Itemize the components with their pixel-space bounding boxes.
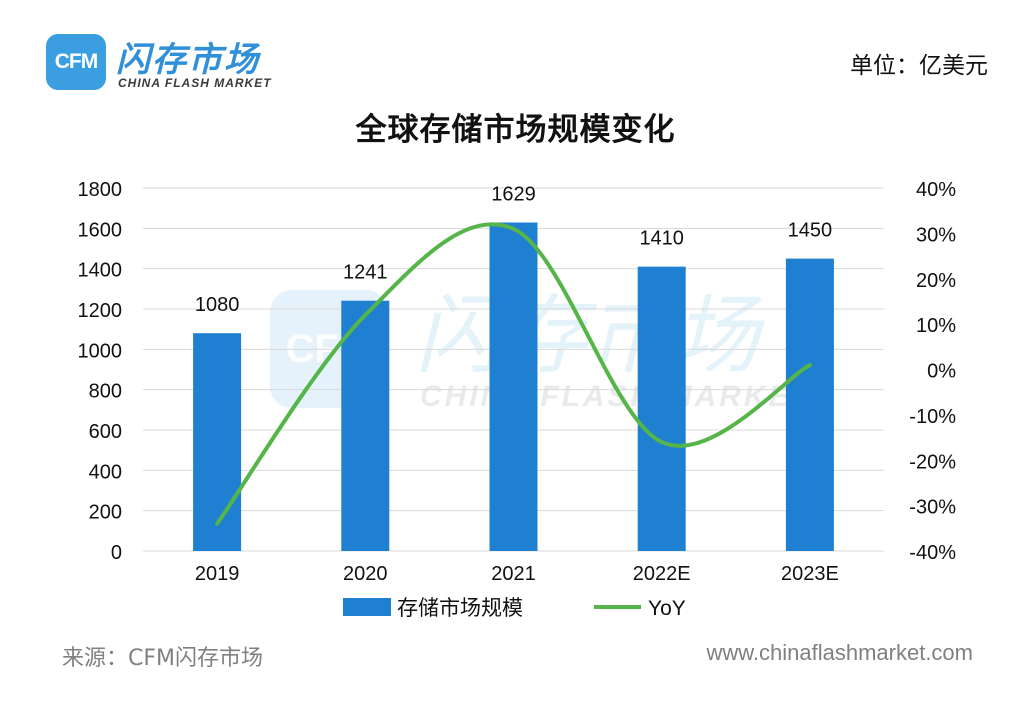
bar-data-label: 1450 <box>788 220 833 242</box>
y-right-tick-label: 30% <box>916 224 956 246</box>
bar <box>637 266 686 551</box>
unit-label: 单位：亿美元 <box>850 53 988 79</box>
y-left-tick-label: 600 <box>89 421 122 443</box>
bar <box>341 300 390 551</box>
legend-label-bar: 存储市场规模 <box>397 596 523 620</box>
bar <box>489 222 538 552</box>
yoy-point <box>215 522 219 526</box>
bar-data-label: 1410 <box>639 228 684 250</box>
y-right-tick-label: -10% <box>909 406 956 428</box>
website-label: www.chinaflashmarket.com <box>706 640 973 665</box>
y-right-tick-label: 20% <box>916 270 956 292</box>
bar-data-label: 1241 <box>343 262 388 284</box>
logo-name-en: CHINA FLASH MARKET <box>118 76 272 90</box>
y-left-tick-label: 0 <box>111 542 122 564</box>
y-left-tick-label: 1000 <box>78 340 123 362</box>
x-tick-label: 2021 <box>491 563 536 585</box>
y-right-tick-label: 10% <box>916 315 956 337</box>
legend-label-line: YoY <box>648 597 686 620</box>
y-left-tick-label: 800 <box>89 381 122 403</box>
yoy-point <box>363 313 367 317</box>
x-tick-label: 2022E <box>633 563 691 585</box>
yoy-point <box>512 227 515 231</box>
yoy-point <box>660 440 664 444</box>
y-right-tick-label: -40% <box>909 542 956 564</box>
x-tick-label: 2019 <box>195 563 240 585</box>
y-right-tick-label: 40% <box>916 179 956 201</box>
bar-data-label: 1080 <box>195 294 240 316</box>
source-label: 来源：CFM闪存市场 <box>62 646 263 671</box>
y-left-tick-label: 200 <box>89 502 122 524</box>
legend-swatch-bar <box>343 598 391 616</box>
x-tick-label: 2023E <box>781 563 839 585</box>
y-left-tick-label: 1800 <box>78 179 123 201</box>
y-left-tick-label: 400 <box>89 461 122 483</box>
chart-title: 全球存储市场规模变化 <box>355 112 676 148</box>
bar-data-label: 1629 <box>491 183 536 205</box>
y-left-tick-label: 1400 <box>78 260 123 282</box>
yoy-point <box>808 363 812 367</box>
y-left-tick-label: 1200 <box>78 300 123 322</box>
brand-logo: CFM 闪存市场 CHINA FLASH MARKET <box>46 30 286 92</box>
x-tick-label: 2020 <box>343 563 388 585</box>
bar <box>193 333 242 551</box>
logo-name-cn: 闪存市场 <box>116 40 260 80</box>
y-right-tick-label: -20% <box>909 451 956 473</box>
y-right-tick-label: -30% <box>909 497 956 519</box>
bar <box>785 258 834 551</box>
y-left-tick-label: 1600 <box>78 219 123 241</box>
y-right-tick-label: 0% <box>927 361 956 383</box>
logo-mark: CFM <box>46 34 106 90</box>
